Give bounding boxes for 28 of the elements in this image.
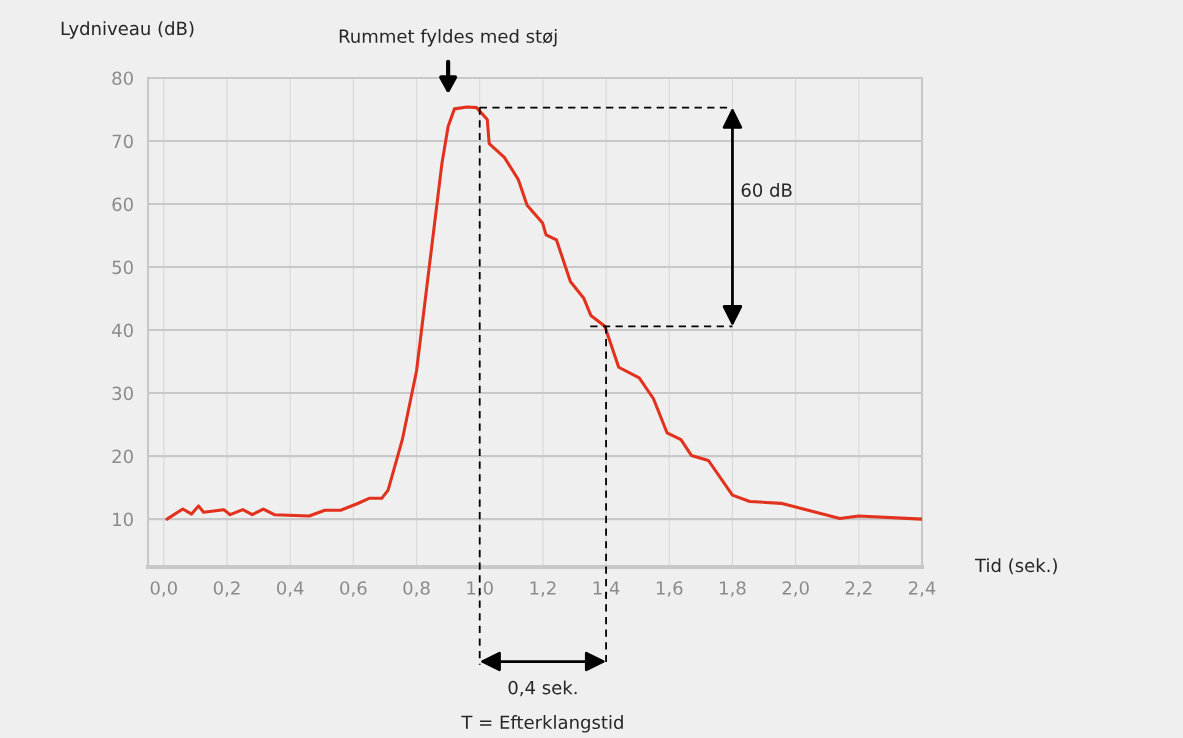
x-tick-label: 1,4	[593, 581, 620, 597]
x-tick-label: 2,0	[782, 581, 809, 597]
annotation: 60 dB	[741, 183, 792, 197]
y-tick-label: 80	[112, 71, 133, 86]
y-tick-label: 70	[112, 134, 133, 149]
text: T = Efterklangstid	[461, 715, 623, 733]
x-tick-label: 0,4	[277, 581, 304, 597]
y-tick-label: 10	[113, 512, 133, 527]
y-tick-label: 20	[112, 449, 133, 464]
x-tick-label: 2,4	[908, 581, 936, 597]
x-tick-label: 2,2	[845, 581, 872, 597]
text: 0,4 sek.	[508, 680, 577, 697]
x-tick-label: 0,2	[213, 581, 240, 597]
line-series	[165, 105, 922, 521]
x-tick-label: 1,2	[530, 581, 556, 597]
x-axis-title: Tid (sek.)	[974, 558, 1057, 575]
y-axis-title: Lydniveau (dB)	[61, 21, 194, 39]
y-tick-label: 40	[112, 323, 133, 338]
x-tick-label: 0,6	[340, 581, 367, 597]
text: Rummet fyldes med støj	[339, 29, 557, 47]
x-tick-label: 0,8	[403, 581, 430, 597]
y-tick-label: 60	[112, 197, 133, 212]
x-tick-label: 1,8	[720, 581, 746, 597]
x-tick-label: 1,0	[467, 581, 493, 597]
x-tick-label: 1,6	[656, 581, 683, 597]
x-tick-label: 0,0	[150, 581, 177, 597]
y-tick-label: 50	[112, 260, 133, 275]
y-tick-label: 30	[112, 386, 133, 401]
